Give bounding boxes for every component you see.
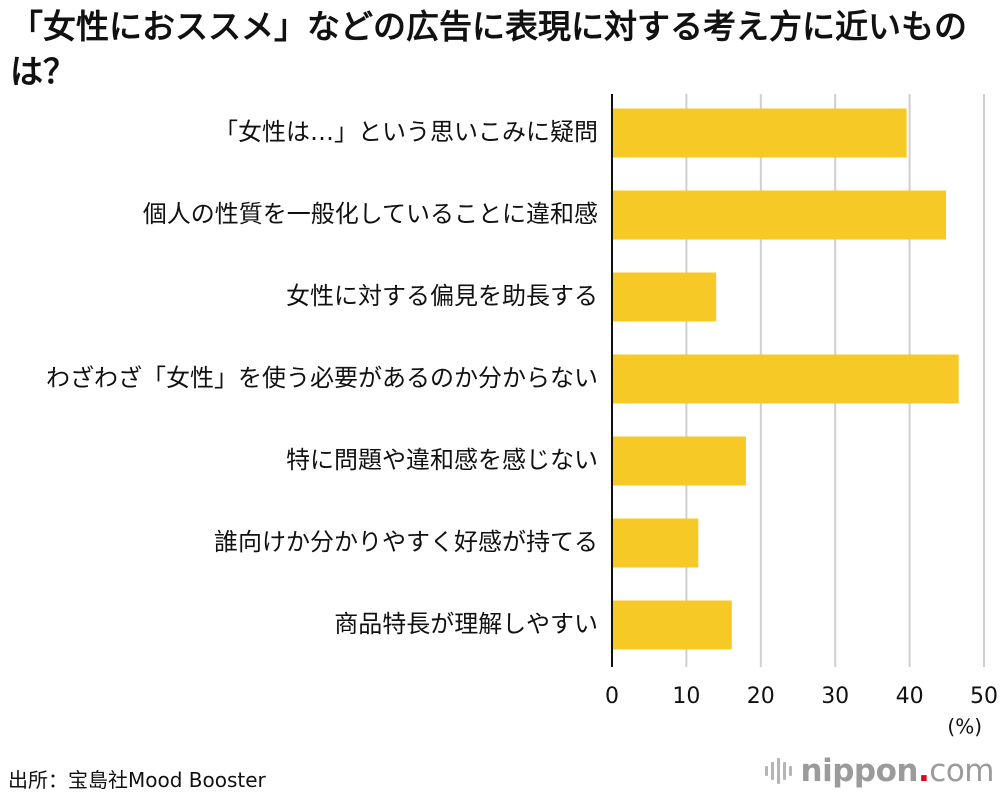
category-label: 特に問題や違和感を感じない bbox=[286, 446, 598, 474]
bar bbox=[613, 436, 746, 486]
bar bbox=[613, 190, 947, 240]
bar bbox=[613, 354, 959, 404]
x-tick-label: 40 bbox=[896, 684, 924, 709]
category-label: わざわざ「女性」を使う必要があるのか分からない bbox=[46, 364, 598, 392]
nippon-mark-icon bbox=[764, 757, 795, 785]
x-tick-label: 50 bbox=[970, 684, 998, 709]
x-tick-label: 30 bbox=[821, 684, 849, 709]
category-label: 「女性は…」という思いこみに疑問 bbox=[214, 118, 598, 146]
x-unit-label: (%) bbox=[947, 715, 982, 739]
x-tick-label: 10 bbox=[672, 684, 700, 709]
bar bbox=[613, 272, 717, 322]
category-label: 誰向けか分かりやすく好感が持てる bbox=[214, 528, 598, 556]
nippon-logo: nippon. com bbox=[764, 753, 994, 789]
brand-tld: com bbox=[929, 753, 994, 789]
x-tick-label: 0 bbox=[605, 684, 619, 709]
chart-title: 「女性におススメ」などの広告に表現に対する考え方に近いものは？ bbox=[10, 7, 967, 91]
x-axis: 0 10 20 30 40 50 bbox=[605, 94, 998, 709]
brand-dot: . bbox=[918, 753, 930, 789]
category-label: 商品特長が理解しやすい bbox=[334, 610, 598, 638]
bar bbox=[613, 518, 699, 568]
category-label: 個人の性質を一般化していることに違和感 bbox=[143, 200, 598, 228]
bar bbox=[613, 600, 732, 650]
source-note: 出所：宝島社Mood Booster bbox=[8, 768, 266, 792]
bar bbox=[613, 108, 907, 158]
bars bbox=[613, 108, 959, 650]
x-tick-label: 20 bbox=[747, 684, 775, 709]
category-label: 女性に対する偏見を助長する bbox=[286, 282, 598, 310]
category-labels: 「女性は…」という思いこみに疑問個人の性質を一般化していることに違和感女性に対す… bbox=[46, 118, 598, 638]
brand-name: nippon bbox=[800, 753, 919, 789]
